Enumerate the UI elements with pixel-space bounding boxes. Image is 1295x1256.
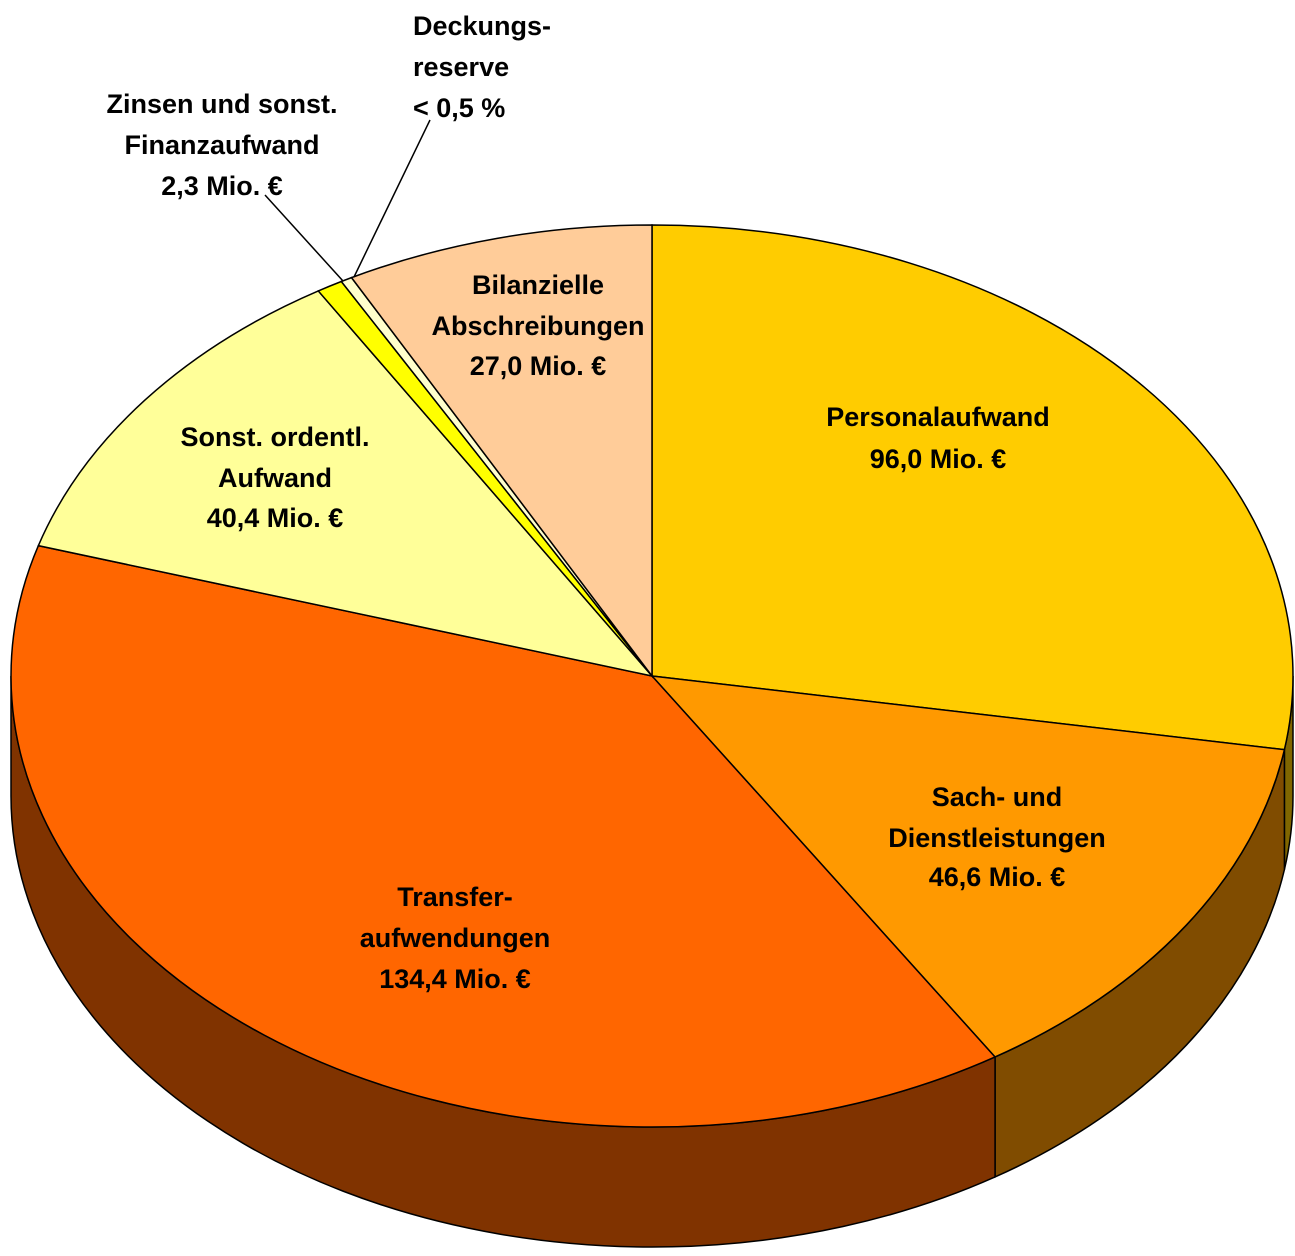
value-label: 134,4 Mio. €: [379, 964, 531, 994]
slice-label: Bilanzielle Abschreibungen: [431, 270, 644, 341]
slice-label: Transfer-aufwendungen: [360, 882, 551, 953]
labels: Personalaufwand 96,0 Mio. € Sach- und Diens…: [106, 11, 1105, 994]
value-label: 46,6 Mio. €: [929, 862, 1066, 892]
value-label: 96,0 Mio. €: [870, 444, 1007, 474]
value-label: < 0,5 %: [413, 93, 505, 123]
value-label: 2,3 Mio. €: [161, 171, 283, 201]
slice: [37, 290, 655, 678]
slice-label: Personalaufwand: [826, 402, 1050, 432]
leader-line: [353, 119, 431, 278]
slice: [650, 675, 1286, 1058]
value-label: 40,4 Mio. €: [207, 503, 344, 533]
slice-label: Sach- und Dienstleistungen: [888, 782, 1106, 853]
pie-tops: [10, 224, 1294, 1128]
slice: [10, 544, 997, 1128]
slice-label: Zinsen und sonst. Finanzaufwand: [106, 89, 337, 160]
slice-label: Sonst. ordentl. Aufwand: [181, 422, 370, 493]
slice: [350, 224, 653, 679]
value-label: 27,0 Mio. €: [470, 351, 607, 381]
slice-label: Deckungs-reserve: [413, 11, 551, 82]
slice: [651, 224, 1294, 751]
leader-line: [264, 194, 344, 282]
